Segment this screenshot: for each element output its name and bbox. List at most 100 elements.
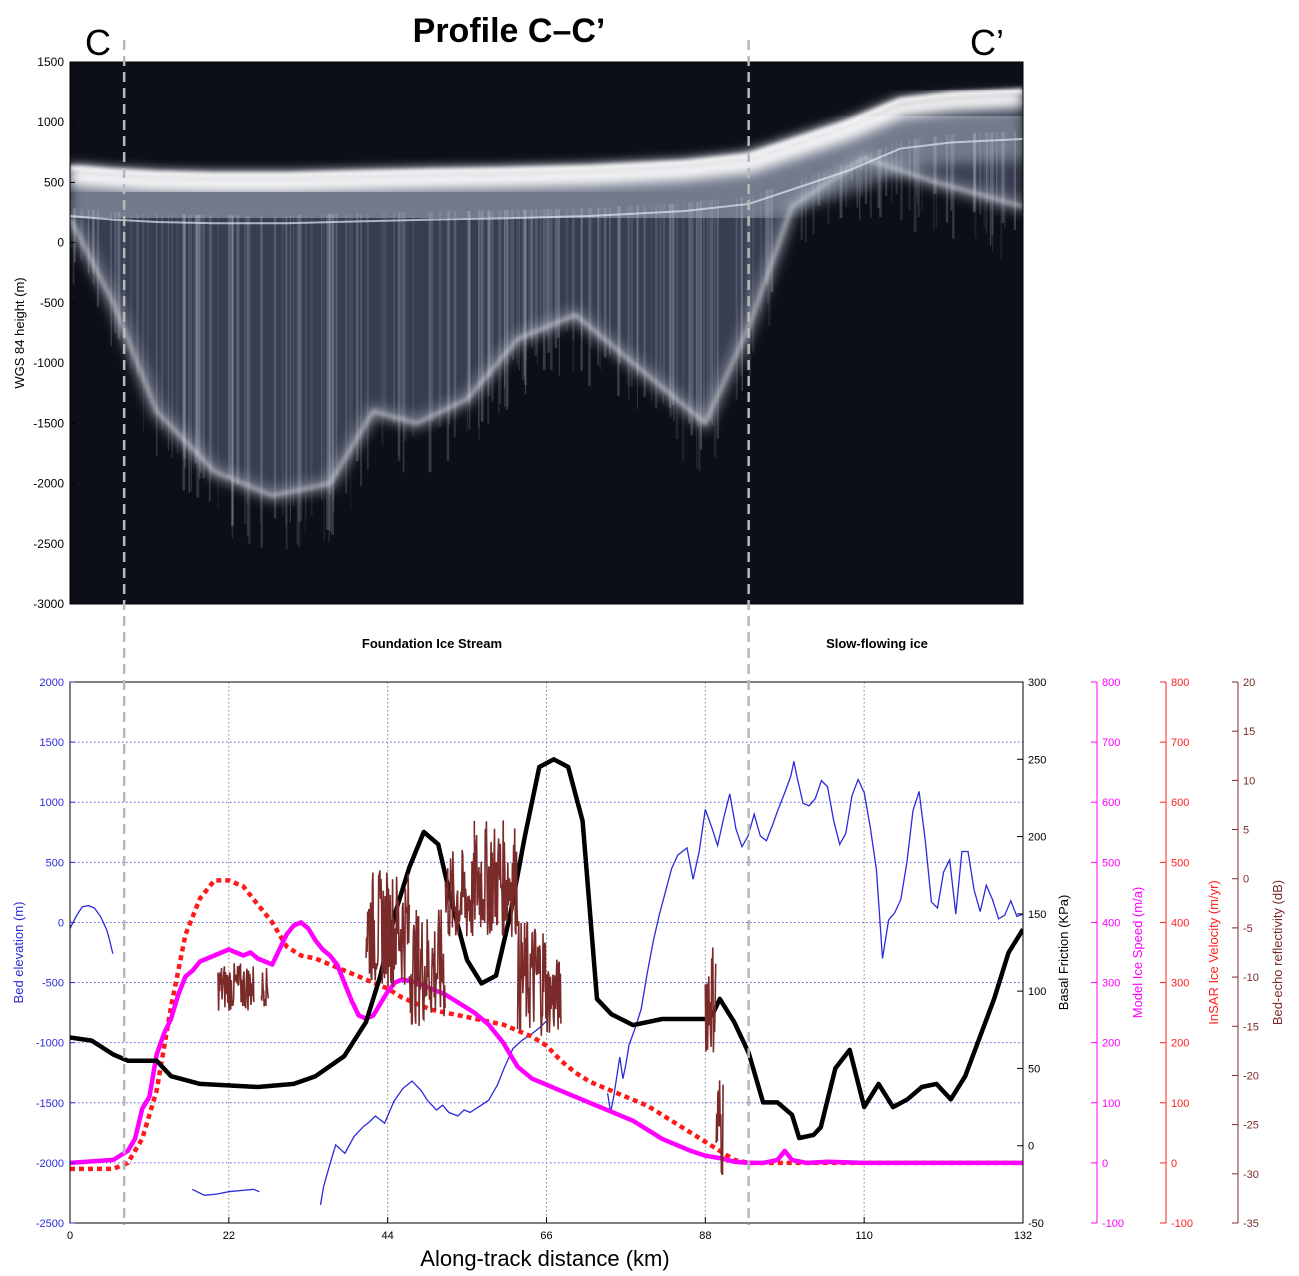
- insar-tick-label: 800: [1171, 677, 1189, 689]
- refl-axis-label: Bed-echo reflectivity (dB): [1270, 880, 1285, 1025]
- x-tick-label: 132: [1014, 1230, 1032, 1242]
- insar-tick-label: 200: [1171, 1038, 1189, 1050]
- bed-y-tick-label: -2000: [36, 1158, 64, 1170]
- marker-c-prime: C’: [970, 22, 1004, 63]
- model-tick-label: -100: [1102, 1218, 1124, 1230]
- refl-tick-label: -20: [1243, 1070, 1259, 1082]
- x-axis-label: Along-track distance (km): [420, 1246, 669, 1271]
- x-tick-label: 88: [699, 1230, 711, 1242]
- fric-tick-label: 150: [1028, 909, 1046, 921]
- radargram-y-tick-label: -2000: [33, 477, 64, 491]
- x-axis-ticks: 0 22 44 66 88 110 132: [67, 1217, 1032, 1242]
- insar-tick-label: 300: [1171, 978, 1189, 990]
- model-tick-label: 200: [1102, 1038, 1120, 1050]
- insar-tick-label: 100: [1171, 1098, 1189, 1110]
- model-tick-label: 100: [1102, 1098, 1120, 1110]
- refl-tick-label: -35: [1243, 1218, 1259, 1230]
- bed-y-tick-label: 0: [58, 917, 64, 929]
- insar-velocity-line: [70, 878, 1023, 1172]
- refl-tick-label: -10: [1243, 972, 1259, 984]
- refl-tick-label: -25: [1243, 1120, 1259, 1132]
- refl-tick-label: 20: [1243, 677, 1255, 689]
- fric-tick-label: -50: [1028, 1218, 1044, 1230]
- model-tick-label: 500: [1102, 857, 1120, 869]
- insar-axis-label: InSAR Ice Velocity (m/yr): [1206, 880, 1221, 1024]
- radargram-y-label: WGS 84 height (m): [12, 277, 27, 388]
- x-tick-label: 22: [223, 1230, 235, 1242]
- radargram-y-tick-label: 1500: [37, 55, 64, 69]
- bed-echo-reflectivity-line: [408, 909, 446, 1027]
- refl-tick-label: 0: [1243, 874, 1249, 886]
- radargram-y-tick-label: 1000: [37, 115, 64, 129]
- radargram-surface-return: [70, 89, 1023, 193]
- radargram-y-tick-label: -500: [40, 296, 64, 310]
- chart-series: [70, 757, 1023, 1206]
- fric-axis-label: Basal Friction (KPa): [1056, 895, 1071, 1011]
- fric-tick-label: 0: [1028, 1141, 1034, 1153]
- model-axis-label: Model Ice Speed (m/a): [1130, 887, 1145, 1019]
- bed-elevation-line: [319, 1020, 547, 1206]
- insar-tick-label: 700: [1171, 737, 1189, 749]
- bed-y-tick-label: 1000: [40, 797, 64, 809]
- insar-tick-label: -100: [1171, 1218, 1193, 1230]
- x-tick-label: 0: [67, 1230, 73, 1242]
- bed-echo-reflectivity-line: [516, 921, 548, 1036]
- bed-y-axis-label: Bed elevation (m): [11, 902, 26, 1004]
- bed-echo-reflectivity-line: [473, 820, 519, 937]
- region-label-slow-ice: Slow-flowing ice: [826, 636, 928, 651]
- fric-axis: 300 250 200 150 100 50 0 -50 Basal Friction (KPa…: [1017, 677, 1071, 1230]
- bed-elevation-line: [70, 904, 114, 954]
- fric-tick-label: 300: [1028, 677, 1046, 689]
- radargram-y-tick-label: -3000: [33, 597, 64, 611]
- fric-tick-label: 200: [1028, 832, 1046, 844]
- refl-axis: 20 15 10 5 0 -5 -10 -15 -20 -25 -30 -35 Bed-echo ref…: [1232, 677, 1285, 1230]
- insar-tick-label: 400: [1171, 917, 1189, 929]
- x-tick-label: 110: [855, 1230, 873, 1242]
- radargram-y-tick-label: -1500: [33, 416, 64, 430]
- profile-line-chart: 0 22 44 66 88 110 132 300250200150100500-50Bas…: [11, 677, 1285, 1271]
- model-tick-label: 800: [1102, 677, 1120, 689]
- model-tick-label: 600: [1102, 797, 1120, 809]
- refl-tick-label: -5: [1243, 923, 1253, 935]
- bed-y-tick-label: 1500: [40, 737, 64, 749]
- region-dividers: [122, 40, 750, 1225]
- bed-y-tick-label: 500: [46, 857, 64, 869]
- model-tick-label: 0: [1102, 1158, 1108, 1170]
- bed-echo-reflectivity-line: [545, 959, 562, 1033]
- bed-echo-reflectivity-line: [704, 947, 717, 1053]
- region-label-ice-stream: Foundation Ice Stream: [362, 636, 502, 651]
- radargram-internal-layer: [70, 137, 1023, 225]
- radargram-surface-glow: [70, 89, 1023, 245]
- insar-tick-label: 600: [1171, 797, 1189, 809]
- bed-elevation-line: [191, 1188, 260, 1196]
- refl-tick-label: -15: [1243, 1021, 1259, 1033]
- model-ice-speed-line: [70, 920, 1023, 1166]
- radargram-echoes: [70, 88, 1023, 550]
- refl-tick-label: 15: [1243, 726, 1255, 738]
- bed-y-tick-label: -1000: [36, 1038, 64, 1050]
- bed-echo-reflectivity-line: [715, 1080, 724, 1176]
- figure-title: Profile C–C’: [413, 12, 606, 50]
- model-axis: 800 700 600 500 400 300 200 100 0 -100 Model Ice S…: [1091, 677, 1145, 1230]
- model-tick-label: 400: [1102, 917, 1120, 929]
- bed-echo-reflectivity-line: [217, 963, 255, 1011]
- radargram-y-tick-label: -1000: [33, 356, 64, 370]
- insar-axis: 800 700 600 500 400 300 200 100 0 -100 InSAR Ice V…: [1160, 677, 1221, 1230]
- x-tick-label: 66: [540, 1230, 552, 1242]
- bed-y-tick-label: -1500: [36, 1098, 64, 1110]
- x-tick-label: 44: [382, 1230, 394, 1242]
- refl-tick-label: 10: [1243, 775, 1255, 787]
- radargram-surface-line: [70, 88, 1023, 178]
- bed-echo-reflectivity-line: [260, 967, 270, 1007]
- refl-tick-label: 5: [1243, 825, 1249, 837]
- bed-echo-reflectivity-line: [444, 849, 476, 937]
- bed-y-tick-label: -500: [42, 978, 64, 990]
- fric-tick-label: 50: [1028, 1063, 1040, 1075]
- fric-tick-label: 100: [1028, 986, 1046, 998]
- bed-elevation-line: [606, 761, 1023, 1113]
- left-axis: 2000 1500 1000 500 0 -500 -1000 -1500 -2000 -2500…: [11, 677, 75, 1230]
- model-tick-label: 700: [1102, 737, 1120, 749]
- model-tick-label: 300: [1102, 978, 1120, 990]
